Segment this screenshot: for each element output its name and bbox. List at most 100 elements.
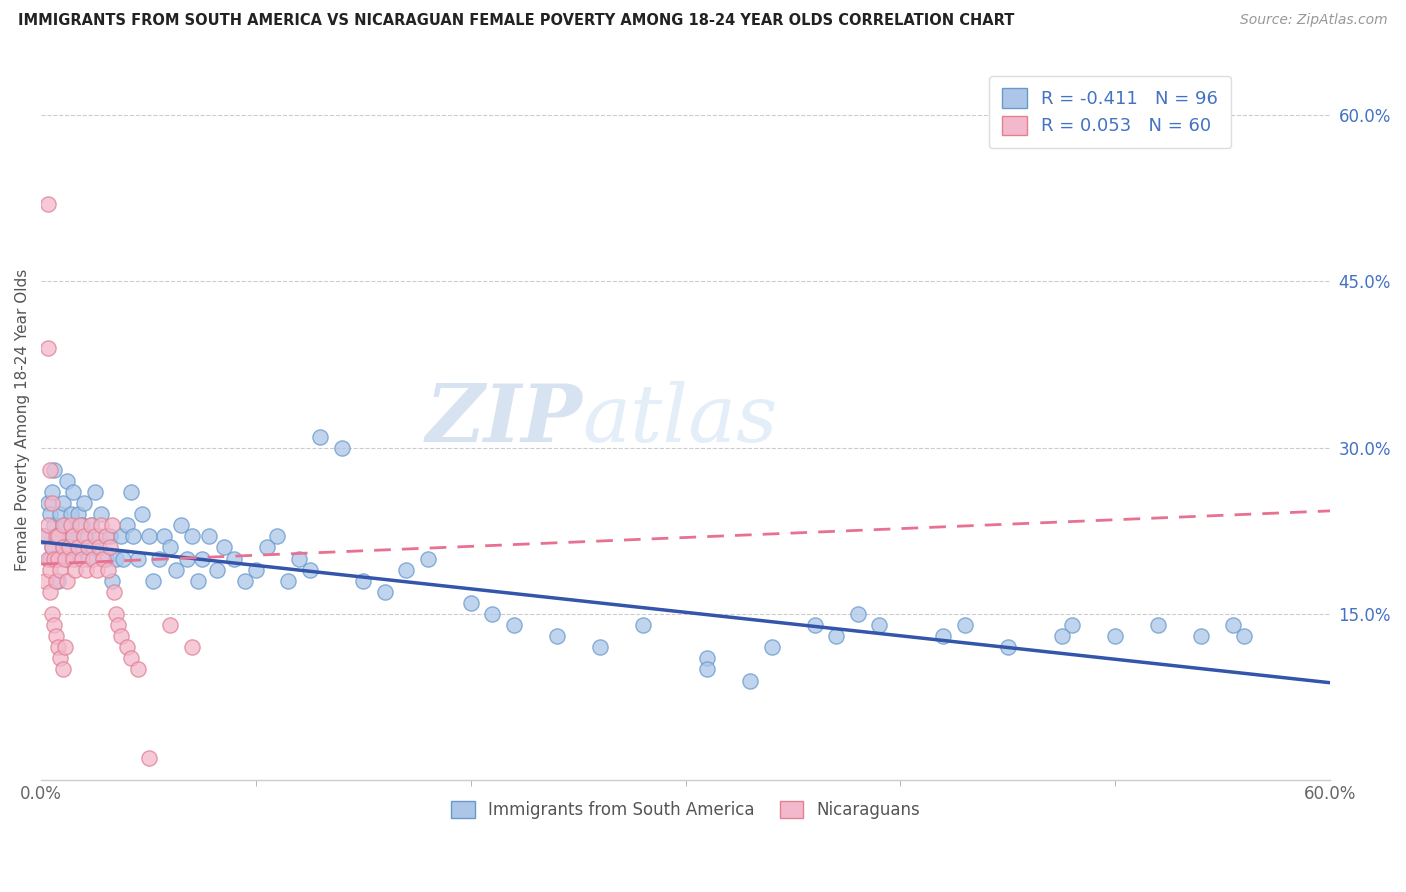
Point [481,607,503,621]
Y-axis label: Female Poverty Among 18-24 Year Olds: Female Poverty Among 18-24 Year Olds [15,268,30,571]
Point [460,596,482,610]
Point [245,563,267,577]
Point [46,640,69,655]
Point [546,629,568,643]
Point [83,529,105,543]
Point [93,551,115,566]
Point [212,541,235,555]
Point [395,563,418,577]
Point [107,618,129,632]
Point [738,673,761,688]
Point [122,529,145,543]
Point [288,551,311,566]
Point [1147,618,1170,632]
Point [69,541,91,555]
Point [207,563,229,577]
Point [374,584,396,599]
Point [41,607,63,621]
Point [58,529,80,543]
Text: ZIP: ZIP [426,381,582,458]
Point [56,551,79,566]
Point [65,551,87,566]
Point [1189,629,1212,643]
Point [49,563,72,577]
Text: atlas: atlas [582,381,778,458]
Point [79,518,101,533]
Point [87,541,110,555]
Point [159,541,181,555]
Point [56,474,79,488]
Point [1050,629,1073,643]
Point [52,662,75,676]
Point [45,574,67,588]
Point [73,529,96,543]
Point [53,640,76,655]
Point [82,551,104,566]
Point [38,551,60,566]
Point [142,574,165,588]
Point [45,551,67,566]
Point [37,551,59,566]
Point [266,529,288,543]
Point [46,551,69,566]
Point [52,518,75,533]
Point [120,485,142,500]
Point [105,551,128,566]
Point [62,529,84,543]
Point [631,618,654,632]
Point [70,518,93,533]
Point [60,518,83,533]
Point [416,551,439,566]
Point [180,529,202,543]
Point [75,563,97,577]
Point [1222,618,1244,632]
Point [166,563,188,577]
Point [34,529,56,543]
Point [79,518,101,533]
Point [86,563,108,577]
Point [98,541,121,555]
Point [60,507,83,521]
Point [94,529,117,543]
Point [66,541,89,555]
Point [932,629,955,643]
Point [77,541,100,555]
Point [41,541,63,555]
Point [97,563,120,577]
Point [94,551,117,566]
Point [120,651,142,665]
Point [34,574,56,588]
Point [152,529,174,543]
Point [62,551,84,566]
Point [224,551,246,566]
Point [696,651,718,665]
Point [42,618,65,632]
Point [52,541,75,555]
Point [298,563,321,577]
Point [38,563,60,577]
Point [45,629,67,643]
Point [803,618,825,632]
Point [52,541,75,555]
Point [105,607,128,621]
Text: IMMIGRANTS FROM SOUTH AMERICA VS NICARAGUAN FEMALE POVERTY AMONG 18-24 YEAR OLDS: IMMIGRANTS FROM SOUTH AMERICA VS NICARAG… [18,13,1015,29]
Point [37,196,59,211]
Point [41,496,63,510]
Point [98,529,121,543]
Point [997,640,1019,655]
Point [66,507,89,521]
Point [87,529,110,543]
Point [233,574,256,588]
Point [69,518,91,533]
Point [138,751,160,765]
Point [90,518,112,533]
Point [70,551,93,566]
Point [82,541,104,555]
Point [953,618,976,632]
Point [62,529,84,543]
Point [148,551,170,566]
Point [73,496,96,510]
Point [101,574,124,588]
Point [38,463,60,477]
Point [90,507,112,521]
